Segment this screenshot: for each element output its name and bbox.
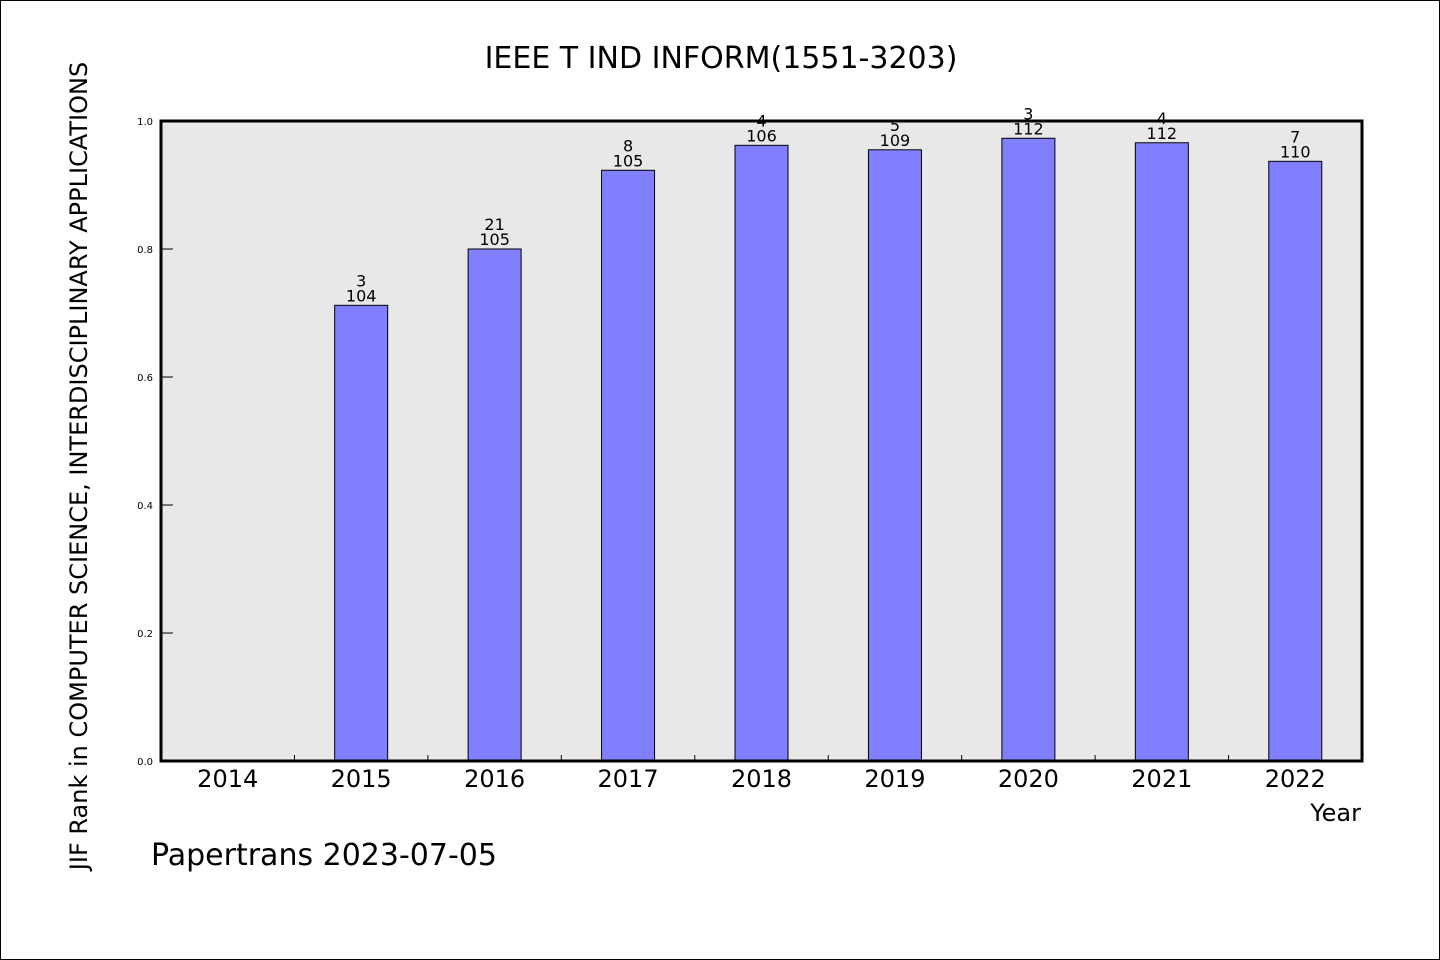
x-tick-label: 2022 bbox=[1265, 765, 1326, 793]
bar-total-label: 105 bbox=[479, 230, 510, 249]
y-tick-label: 0.2 bbox=[137, 629, 153, 640]
x-tick-label: 2016 bbox=[464, 765, 525, 793]
footer-watermark: Papertrans 2023-07-05 bbox=[151, 838, 497, 873]
bar-total-label: 109 bbox=[880, 131, 911, 150]
x-tick-label: 2014 bbox=[197, 765, 258, 793]
plot-border bbox=[159, 119, 1364, 763]
bar-2017 bbox=[601, 169, 656, 762]
y-tick-label: 0.0 bbox=[137, 757, 153, 768]
bar-2022 bbox=[1268, 160, 1323, 762]
bar-rank-label: 5 bbox=[890, 116, 900, 135]
y-tick-label: 0.4 bbox=[137, 501, 153, 512]
y-tick-label: 1.0 bbox=[137, 117, 153, 128]
x-tick-label: 2018 bbox=[731, 765, 792, 793]
bar-2021 bbox=[1134, 142, 1189, 762]
y-tick-label: 0.6 bbox=[137, 373, 153, 384]
bar-2019 bbox=[867, 149, 922, 762]
y-axis-label: JIF Rank in COMPUTER SCIENCE, INTERDISCI… bbox=[65, 62, 93, 872]
bar-rank-label: 7 bbox=[1290, 127, 1300, 146]
x-tick-label: 2020 bbox=[998, 765, 1059, 793]
bar-rank-label: 4 bbox=[1157, 109, 1167, 128]
bar-2016 bbox=[467, 248, 522, 762]
bar-total-label: 105 bbox=[613, 151, 644, 170]
bar-total-label: 106 bbox=[746, 126, 777, 145]
bar-total-label: 112 bbox=[1013, 119, 1044, 138]
x-tick-label: 2021 bbox=[1131, 765, 1192, 793]
x-tick-label: 2019 bbox=[864, 765, 925, 793]
bar-2015 bbox=[334, 304, 389, 762]
bar-2018 bbox=[734, 144, 789, 762]
x-tick-label: 2017 bbox=[598, 765, 659, 793]
bar-rank-label: 21 bbox=[484, 215, 504, 234]
x-axis-label: Year bbox=[1309, 799, 1361, 827]
x-tick-label: 2015 bbox=[331, 765, 392, 793]
bar-rank-label: 8 bbox=[623, 136, 633, 155]
bar-total-label: 110 bbox=[1280, 142, 1311, 161]
y-tick-label: 0.8 bbox=[137, 245, 153, 256]
bar-2020 bbox=[1001, 137, 1056, 762]
chart-title: IEEE T IND INFORM(1551-3203) bbox=[485, 41, 958, 76]
bar-rank-label: 3 bbox=[1023, 104, 1033, 123]
bar-total-label: 112 bbox=[1147, 124, 1178, 143]
bar-total-label: 104 bbox=[346, 286, 377, 305]
bar-rank-label: 3 bbox=[356, 271, 366, 290]
